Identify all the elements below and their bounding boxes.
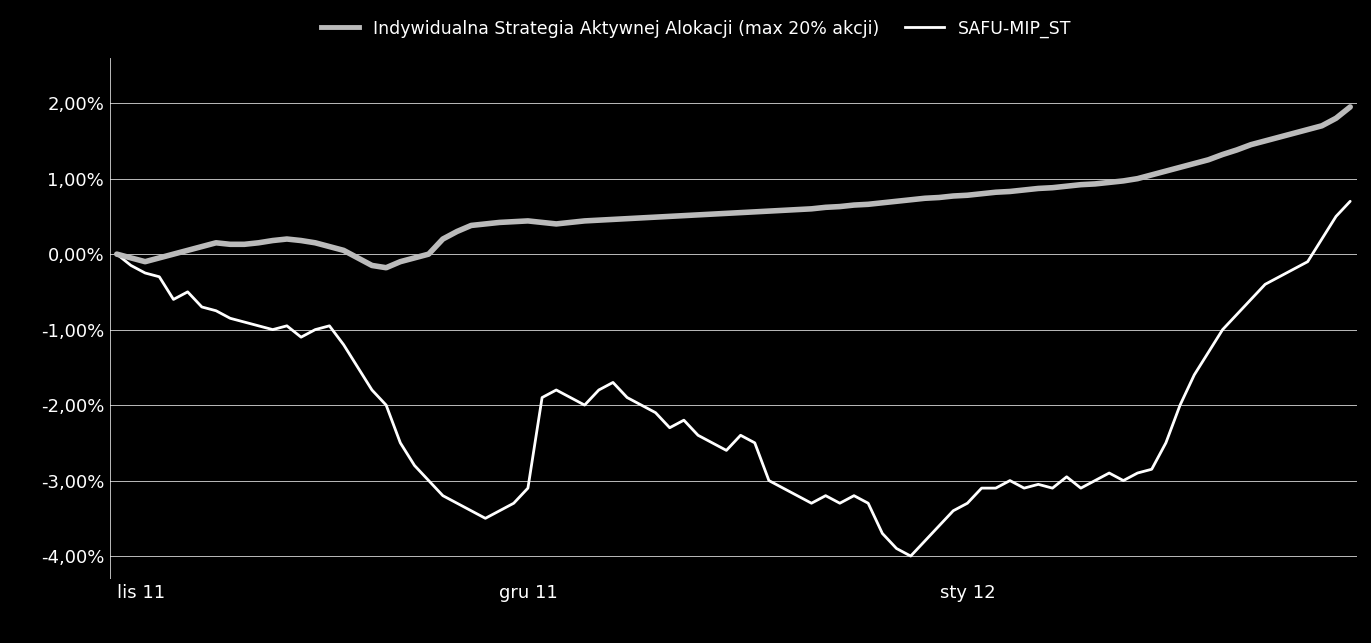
Legend: Indywidualna Strategia Aktywnej Alokacji (max 20% akcji), SAFU-MIP_ST: Indywidualna Strategia Aktywnej Alokacji… bbox=[321, 20, 1071, 38]
